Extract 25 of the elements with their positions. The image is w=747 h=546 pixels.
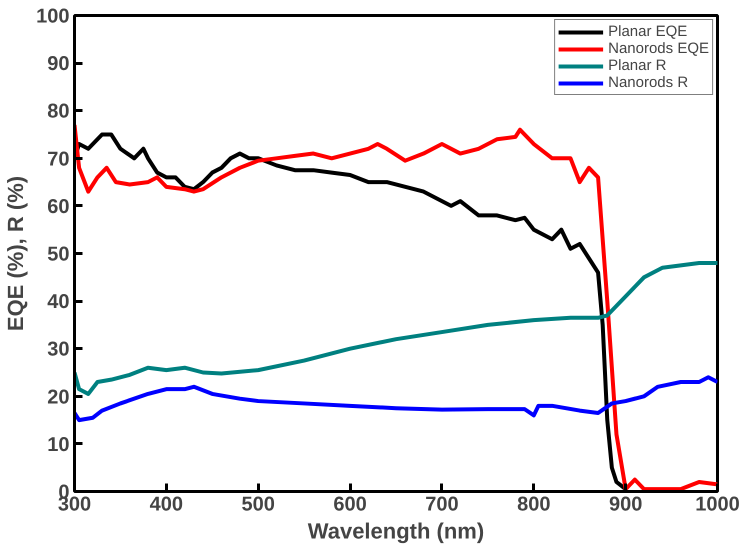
y-tick-label: 70 (47, 148, 70, 170)
x-tick-label: 400 (150, 494, 184, 516)
line-series (74, 261, 718, 396)
y-tick-label: 40 (47, 291, 70, 314)
y-tick-label: 10 (47, 434, 70, 456)
line-series (74, 375, 718, 422)
x-tick-label: 600 (333, 494, 367, 516)
legend-label: Nanorods EQE (608, 40, 709, 57)
legend-label: Planar R (608, 57, 666, 74)
y-tick-label: 60 (47, 196, 70, 218)
x-tick-label: 500 (242, 494, 275, 516)
y-tick-label: 100 (36, 6, 70, 28)
y-tick-label: 20 (47, 386, 70, 408)
x-tick-label: 900 (608, 494, 642, 516)
legend-label: Planar EQE (608, 23, 688, 40)
legend-label: Nanorods R (608, 74, 688, 91)
y-axis-title: EQE (%), R (%) (3, 176, 28, 332)
x-tick-label: 800 (517, 494, 550, 516)
y-tick-label: 30 (47, 338, 70, 361)
x-tick-label: 700 (425, 494, 459, 516)
x-axis-title: Wavelength (nm) (308, 518, 484, 544)
y-tick-label: 90 (47, 53, 70, 76)
y-tick-label: 50 (47, 244, 70, 266)
x-tick-label: 1000 (695, 494, 740, 516)
y-tick-label: 80 (47, 100, 70, 123)
